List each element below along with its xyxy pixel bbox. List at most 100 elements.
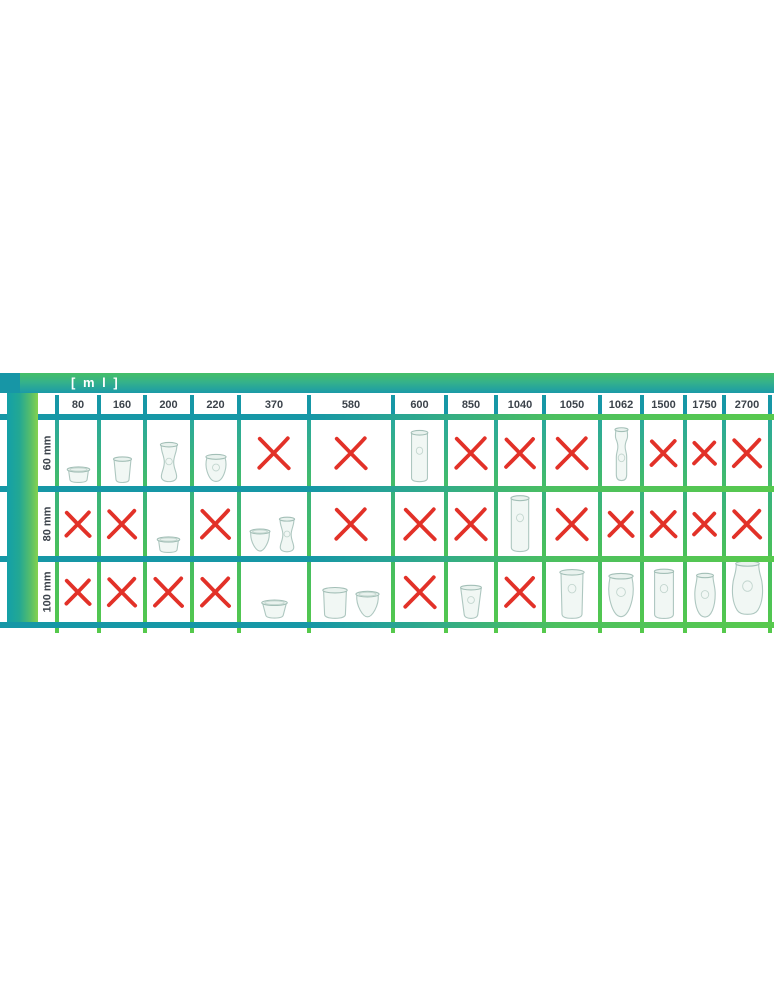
x-mark-icon — [332, 505, 370, 543]
cell-separator — [494, 492, 498, 556]
row-label-text: 60 mm — [41, 435, 54, 471]
cell-separator — [143, 562, 147, 633]
cell-separator — [542, 420, 546, 486]
cell-separator — [494, 562, 498, 633]
jar-icon-tulip-lid — [203, 452, 229, 483]
cell-100mm-850 — [448, 562, 494, 622]
grid-line-horizontal — [0, 486, 774, 492]
cell-separator — [444, 420, 448, 486]
x-mark-icon — [198, 573, 233, 611]
unit-banner: [ m l ] — [0, 373, 774, 393]
cell-separator — [444, 562, 448, 633]
cell-separator — [307, 420, 311, 486]
column-separator — [143, 395, 147, 414]
column-header-1050: 1050 — [546, 395, 598, 414]
column-separator — [55, 395, 59, 414]
column-header-label: 370 — [264, 398, 284, 411]
jar-icon-mold-straight — [320, 585, 350, 619]
column-separator — [542, 395, 546, 414]
diameter-gradient-bar — [7, 393, 38, 628]
banner-left-cap — [0, 373, 20, 393]
column-header-label: 80 — [71, 398, 85, 411]
cell-separator — [640, 562, 644, 633]
cell-60mm-220 — [194, 420, 237, 486]
cell-separator — [55, 420, 59, 486]
cell-100mm-600 — [395, 562, 444, 622]
column-header-80: 80 — [59, 395, 97, 414]
x-mark-icon — [606, 505, 636, 543]
jar-icon-hourglass — [274, 515, 300, 553]
cell-100mm-1050 — [546, 562, 598, 622]
jar-icon-cylinder-lid — [507, 493, 533, 553]
x-mark-icon — [332, 434, 370, 472]
cell-100mm-1750 — [687, 562, 722, 622]
cell-100mm-220 — [194, 562, 237, 622]
cell-separator — [237, 492, 241, 556]
cell-separator — [143, 492, 147, 556]
x-mark-icon — [63, 573, 93, 611]
column-header-label: 160 — [112, 398, 132, 411]
unit-label: [ m l ] — [71, 375, 120, 390]
jar-icon-teardrop — [692, 571, 718, 619]
cell-separator — [683, 562, 687, 633]
cell-80mm-1062 — [602, 492, 640, 556]
cell-100mm-80 — [59, 562, 97, 622]
column-separator — [444, 395, 448, 414]
jar-icon-tulip-open — [248, 527, 272, 553]
x-mark-icon — [553, 434, 591, 472]
column-separator — [237, 395, 241, 414]
column-header-370: 370 — [241, 395, 307, 414]
cell-separator — [598, 420, 602, 486]
column-separator — [494, 395, 498, 414]
column-header-600: 600 — [395, 395, 444, 414]
column-separator — [391, 395, 395, 414]
column-header-220: 220 — [194, 395, 237, 414]
column-header-2700: 2700 — [726, 395, 768, 414]
cell-60mm-80 — [59, 420, 97, 486]
x-mark-icon — [63, 505, 93, 543]
column-header-label: 1050 — [559, 398, 585, 411]
cell-100mm-160 — [101, 562, 143, 622]
column-header-850: 850 — [448, 395, 494, 414]
cell-60mm-1750 — [687, 420, 722, 486]
jar-icon-cylinder-lid — [409, 428, 430, 483]
row-label-text: 80 mm — [41, 506, 54, 542]
cell-60mm-200 — [147, 420, 190, 486]
jar-icon-bottle — [610, 425, 633, 483]
jar-icon-mold-flat — [155, 535, 182, 553]
cell-80mm-160 — [101, 492, 143, 556]
cell-separator — [307, 492, 311, 556]
column-separator — [307, 395, 311, 414]
jar-icon-mold-flat — [65, 465, 92, 483]
cell-separator — [55, 562, 59, 633]
cell-separator — [683, 420, 687, 486]
cell-80mm-1050 — [546, 492, 598, 556]
cell-separator — [598, 562, 602, 633]
x-mark-icon — [502, 434, 538, 472]
cell-100mm-2700 — [726, 562, 768, 622]
cell-separator — [598, 492, 602, 556]
column-separator — [722, 395, 726, 414]
cell-separator — [542, 492, 546, 556]
column-header-label: 1062 — [608, 398, 634, 411]
cell-80mm-850 — [448, 492, 494, 556]
cell-80mm-2700 — [726, 492, 768, 556]
column-separator — [97, 395, 101, 414]
jar-icon-bulb — [729, 559, 766, 619]
x-mark-icon — [255, 434, 293, 472]
cell-separator — [391, 420, 395, 486]
jar-icon-mold-tall — [557, 567, 587, 619]
cell-separator — [97, 420, 101, 486]
x-mark-icon — [198, 505, 233, 543]
cell-80mm-1500 — [644, 492, 683, 556]
x-mark-icon — [553, 505, 591, 543]
cell-separator — [640, 420, 644, 486]
x-mark-icon — [452, 434, 490, 472]
row-label-100mm: 100 mm — [40, 562, 55, 622]
cell-100mm-1062 — [602, 562, 640, 622]
cell-80mm-200 — [147, 492, 190, 556]
cell-separator — [391, 492, 395, 556]
cell-separator — [307, 562, 311, 633]
column-header-1750: 1750 — [687, 395, 722, 414]
column-separator — [190, 395, 194, 414]
